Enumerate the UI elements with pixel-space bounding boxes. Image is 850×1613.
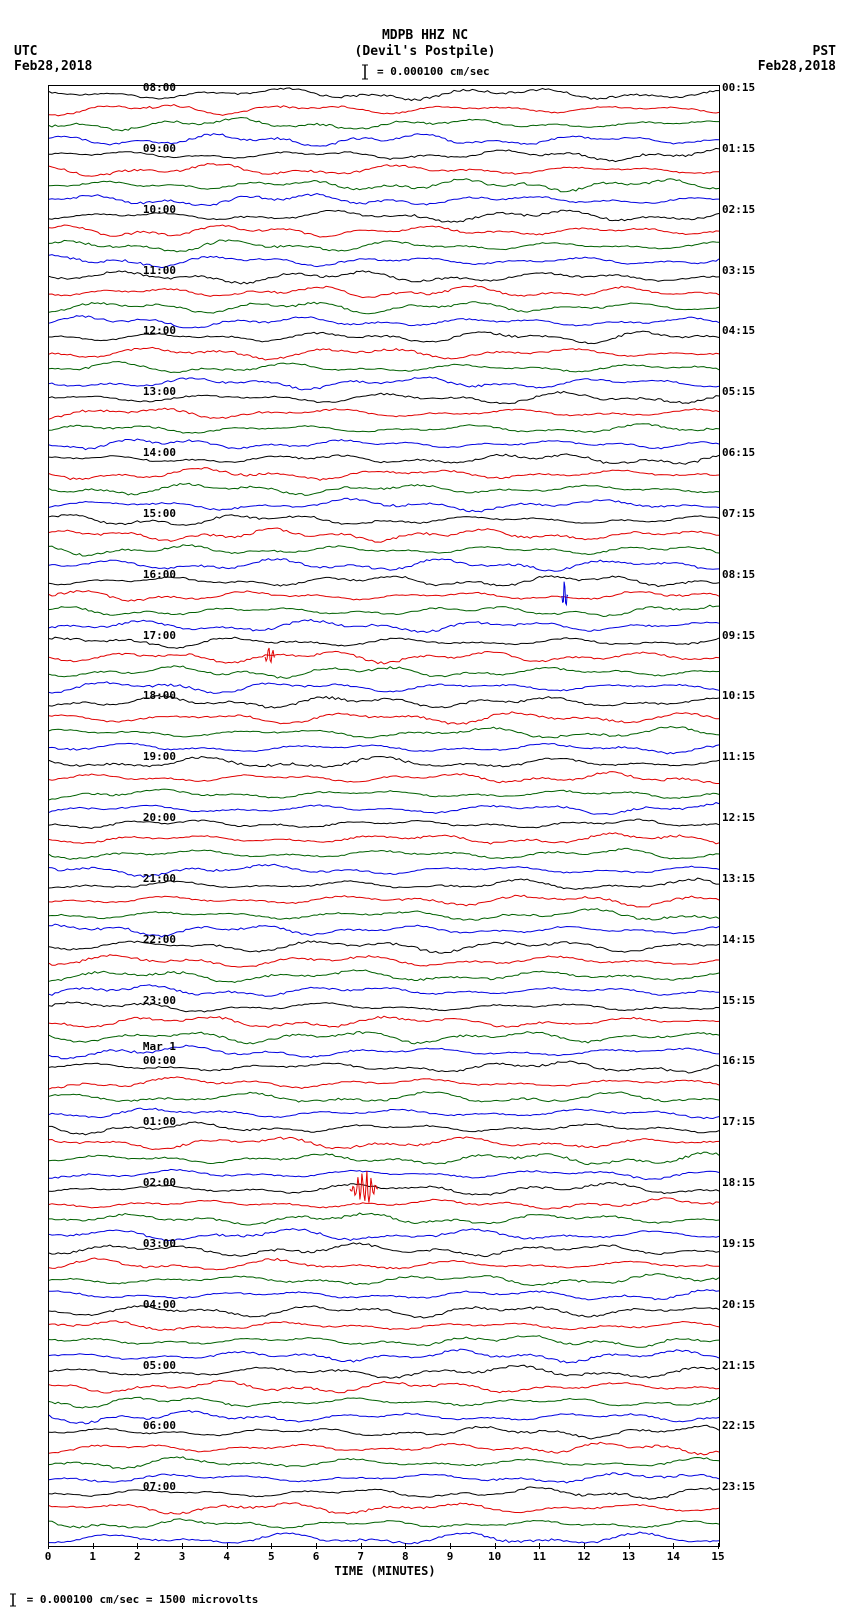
x-tick-mark xyxy=(584,1543,585,1549)
utc-hour-label: 18:00 xyxy=(143,689,176,702)
utc-hour-label: 16:00 xyxy=(143,568,176,581)
x-tick-mark xyxy=(48,1543,49,1549)
pst-hour-label: 10:15 xyxy=(722,689,755,702)
pst-hour-label: 06:15 xyxy=(722,446,755,459)
pst-hour-label: 11:15 xyxy=(722,750,755,763)
pst-hour-label: 03:15 xyxy=(722,264,755,277)
utc-hour-label: 10:00 xyxy=(143,203,176,216)
pst-hour-label: 08:15 xyxy=(722,568,755,581)
utc-hour-label: 00:00 xyxy=(143,1054,176,1067)
station-code: MDPB HHZ NC xyxy=(0,28,850,44)
x-tick-mark xyxy=(316,1543,317,1549)
x-tick-label: 12 xyxy=(577,1550,590,1563)
x-tick-mark xyxy=(182,1543,183,1549)
utc-hour-label: 05:00 xyxy=(143,1359,176,1372)
x-tick-mark xyxy=(450,1543,451,1549)
pst-hour-label: 19:15 xyxy=(722,1237,755,1250)
pst-hour-label: 23:15 xyxy=(722,1480,755,1493)
x-tick-mark xyxy=(361,1543,362,1549)
utc-hour-label: 19:00 xyxy=(143,750,176,763)
pst-hour-label: 22:15 xyxy=(722,1419,755,1432)
x-tick-label: 9 xyxy=(447,1550,454,1563)
x-tick-label: 13 xyxy=(622,1550,635,1563)
utc-hour-label: 23:00 xyxy=(143,994,176,1007)
x-tick-mark xyxy=(539,1543,540,1549)
utc-hour-label: 08:00 xyxy=(143,81,176,94)
utc-hour-label: 03:00 xyxy=(143,1237,176,1250)
x-tick-label: 4 xyxy=(223,1550,230,1563)
x-tick-label: 1 xyxy=(89,1550,96,1563)
utc-hour-label: 13:00 xyxy=(143,385,176,398)
utc-hour-label: 22:00 xyxy=(143,933,176,946)
pst-hour-label: 16:15 xyxy=(722,1054,755,1067)
x-tick-mark xyxy=(271,1543,272,1549)
utc-hour-label: 20:00 xyxy=(143,811,176,824)
utc-hour-label: 12:00 xyxy=(143,324,176,337)
x-axis-label: TIME (MINUTES) xyxy=(0,1564,770,1578)
utc-hour-label: 01:00 xyxy=(143,1115,176,1128)
pst-hour-label: 14:15 xyxy=(722,933,755,946)
pst-hour-label: 05:15 xyxy=(722,385,755,398)
pst-hour-label: 02:15 xyxy=(722,203,755,216)
scale-text: = 0.000100 cm/sec xyxy=(377,65,490,78)
tz-pst: PST xyxy=(813,44,836,59)
pst-hour-label: 20:15 xyxy=(722,1298,755,1311)
scale-indicator: = 0.000100 cm/sec xyxy=(0,64,850,80)
utc-hour-label: 21:00 xyxy=(143,872,176,885)
x-tick-mark xyxy=(673,1543,674,1549)
utc-hour-label: 06:00 xyxy=(143,1419,176,1432)
utc-hour-label: 14:00 xyxy=(143,446,176,459)
utc-hour-label: 11:00 xyxy=(143,264,176,277)
x-tick-label: 7 xyxy=(357,1550,364,1563)
x-tick-label: 15 xyxy=(711,1550,724,1563)
pst-hour-label: 12:15 xyxy=(722,811,755,824)
x-tick-label: 8 xyxy=(402,1550,409,1563)
pst-hour-label: 18:15 xyxy=(722,1176,755,1189)
x-tick-label: 2 xyxy=(134,1550,141,1563)
utc-hour-label: 17:00 xyxy=(143,629,176,642)
x-tick-label: 11 xyxy=(533,1550,546,1563)
x-tick-mark xyxy=(405,1543,406,1549)
utc-hour-label: 02:00 xyxy=(143,1176,176,1189)
seismogram-container: UTC Feb28,2018 PST Feb28,2018 MDPB HHZ N… xyxy=(0,0,850,1613)
x-tick-label: 6 xyxy=(313,1550,320,1563)
pst-hour-label: 07:15 xyxy=(722,507,755,520)
pst-hour-label: 01:15 xyxy=(722,142,755,155)
x-tick-mark xyxy=(227,1543,228,1549)
x-tick-mark xyxy=(137,1543,138,1549)
x-tick-label: 3 xyxy=(179,1550,186,1563)
station-location: (Devil's Postpile) xyxy=(0,44,850,60)
pst-hour-label: 15:15 xyxy=(722,994,755,1007)
date-change-label: Mar 1 xyxy=(143,1040,176,1053)
date-utc: Feb28,2018 xyxy=(14,59,92,74)
pst-hour-label: 00:15 xyxy=(722,81,755,94)
utc-label: UTC Feb28,2018 xyxy=(14,44,92,74)
pst-hour-label: 17:15 xyxy=(722,1115,755,1128)
x-tick-label: 0 xyxy=(45,1550,52,1563)
pst-hour-label: 13:15 xyxy=(722,872,755,885)
x-tick-label: 14 xyxy=(667,1550,680,1563)
pst-hour-label: 09:15 xyxy=(722,629,755,642)
x-tick-mark xyxy=(495,1543,496,1549)
utc-hour-label: 15:00 xyxy=(143,507,176,520)
utc-hour-label: 07:00 xyxy=(143,1480,176,1493)
tz-utc: UTC xyxy=(14,44,37,59)
x-tick-mark xyxy=(629,1543,630,1549)
pst-label: PST Feb28,2018 xyxy=(758,44,836,74)
x-tick-mark xyxy=(93,1543,94,1549)
footer-scale: = 0.000100 cm/sec = 1500 microvolts xyxy=(6,1593,258,1607)
header: MDPB HHZ NC (Devil's Postpile) = 0.00010… xyxy=(0,0,850,80)
date-pst: Feb28,2018 xyxy=(758,59,836,74)
footer-text: = 0.000100 cm/sec = 1500 microvolts xyxy=(27,1593,259,1606)
x-tick-label: 10 xyxy=(488,1550,501,1563)
utc-hour-label: 09:00 xyxy=(143,142,176,155)
pst-hour-label: 21:15 xyxy=(722,1359,755,1372)
x-tick-mark xyxy=(718,1543,719,1549)
trace-row xyxy=(49,1531,719,1547)
pst-hour-label: 04:15 xyxy=(722,324,755,337)
x-tick-label: 5 xyxy=(268,1550,275,1563)
utc-hour-label: 04:00 xyxy=(143,1298,176,1311)
